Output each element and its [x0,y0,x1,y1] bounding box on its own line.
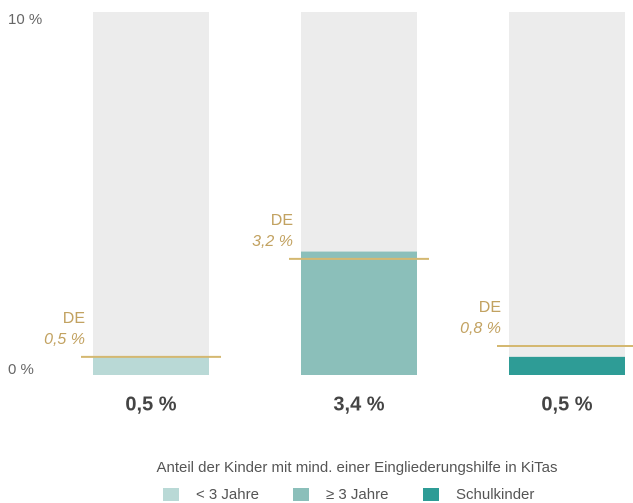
value-label: 0,5 % [125,393,176,415]
bar [301,251,417,375]
background-bar [509,12,625,375]
reference-label: DE [479,299,501,316]
bar [509,356,625,375]
legend-label: ≥ 3 Jahre [326,486,388,503]
legend-label: < 3 Jahre [196,486,259,503]
reference-value-label: 0,8 % [460,320,501,337]
legend-swatch [293,488,309,501]
background-bar [93,12,209,375]
legend-label: Schulkinder [456,486,534,503]
legend-swatch [163,488,179,501]
x-axis-label: Anteil der Kinder mit mind. einer Eingli… [156,459,557,476]
reference-value-label: 3,2 % [252,233,293,250]
reference-value-label: 0,5 % [44,331,85,348]
legend-swatch [423,488,439,501]
reference-label: DE [271,212,293,229]
y-tick-label: 10 % [8,11,42,28]
value-label: 0,5 % [541,393,592,415]
y-tick-label: 0 % [8,361,34,378]
value-label: 3,4 % [333,393,384,415]
bar [93,356,209,375]
reference-label: DE [63,310,85,327]
